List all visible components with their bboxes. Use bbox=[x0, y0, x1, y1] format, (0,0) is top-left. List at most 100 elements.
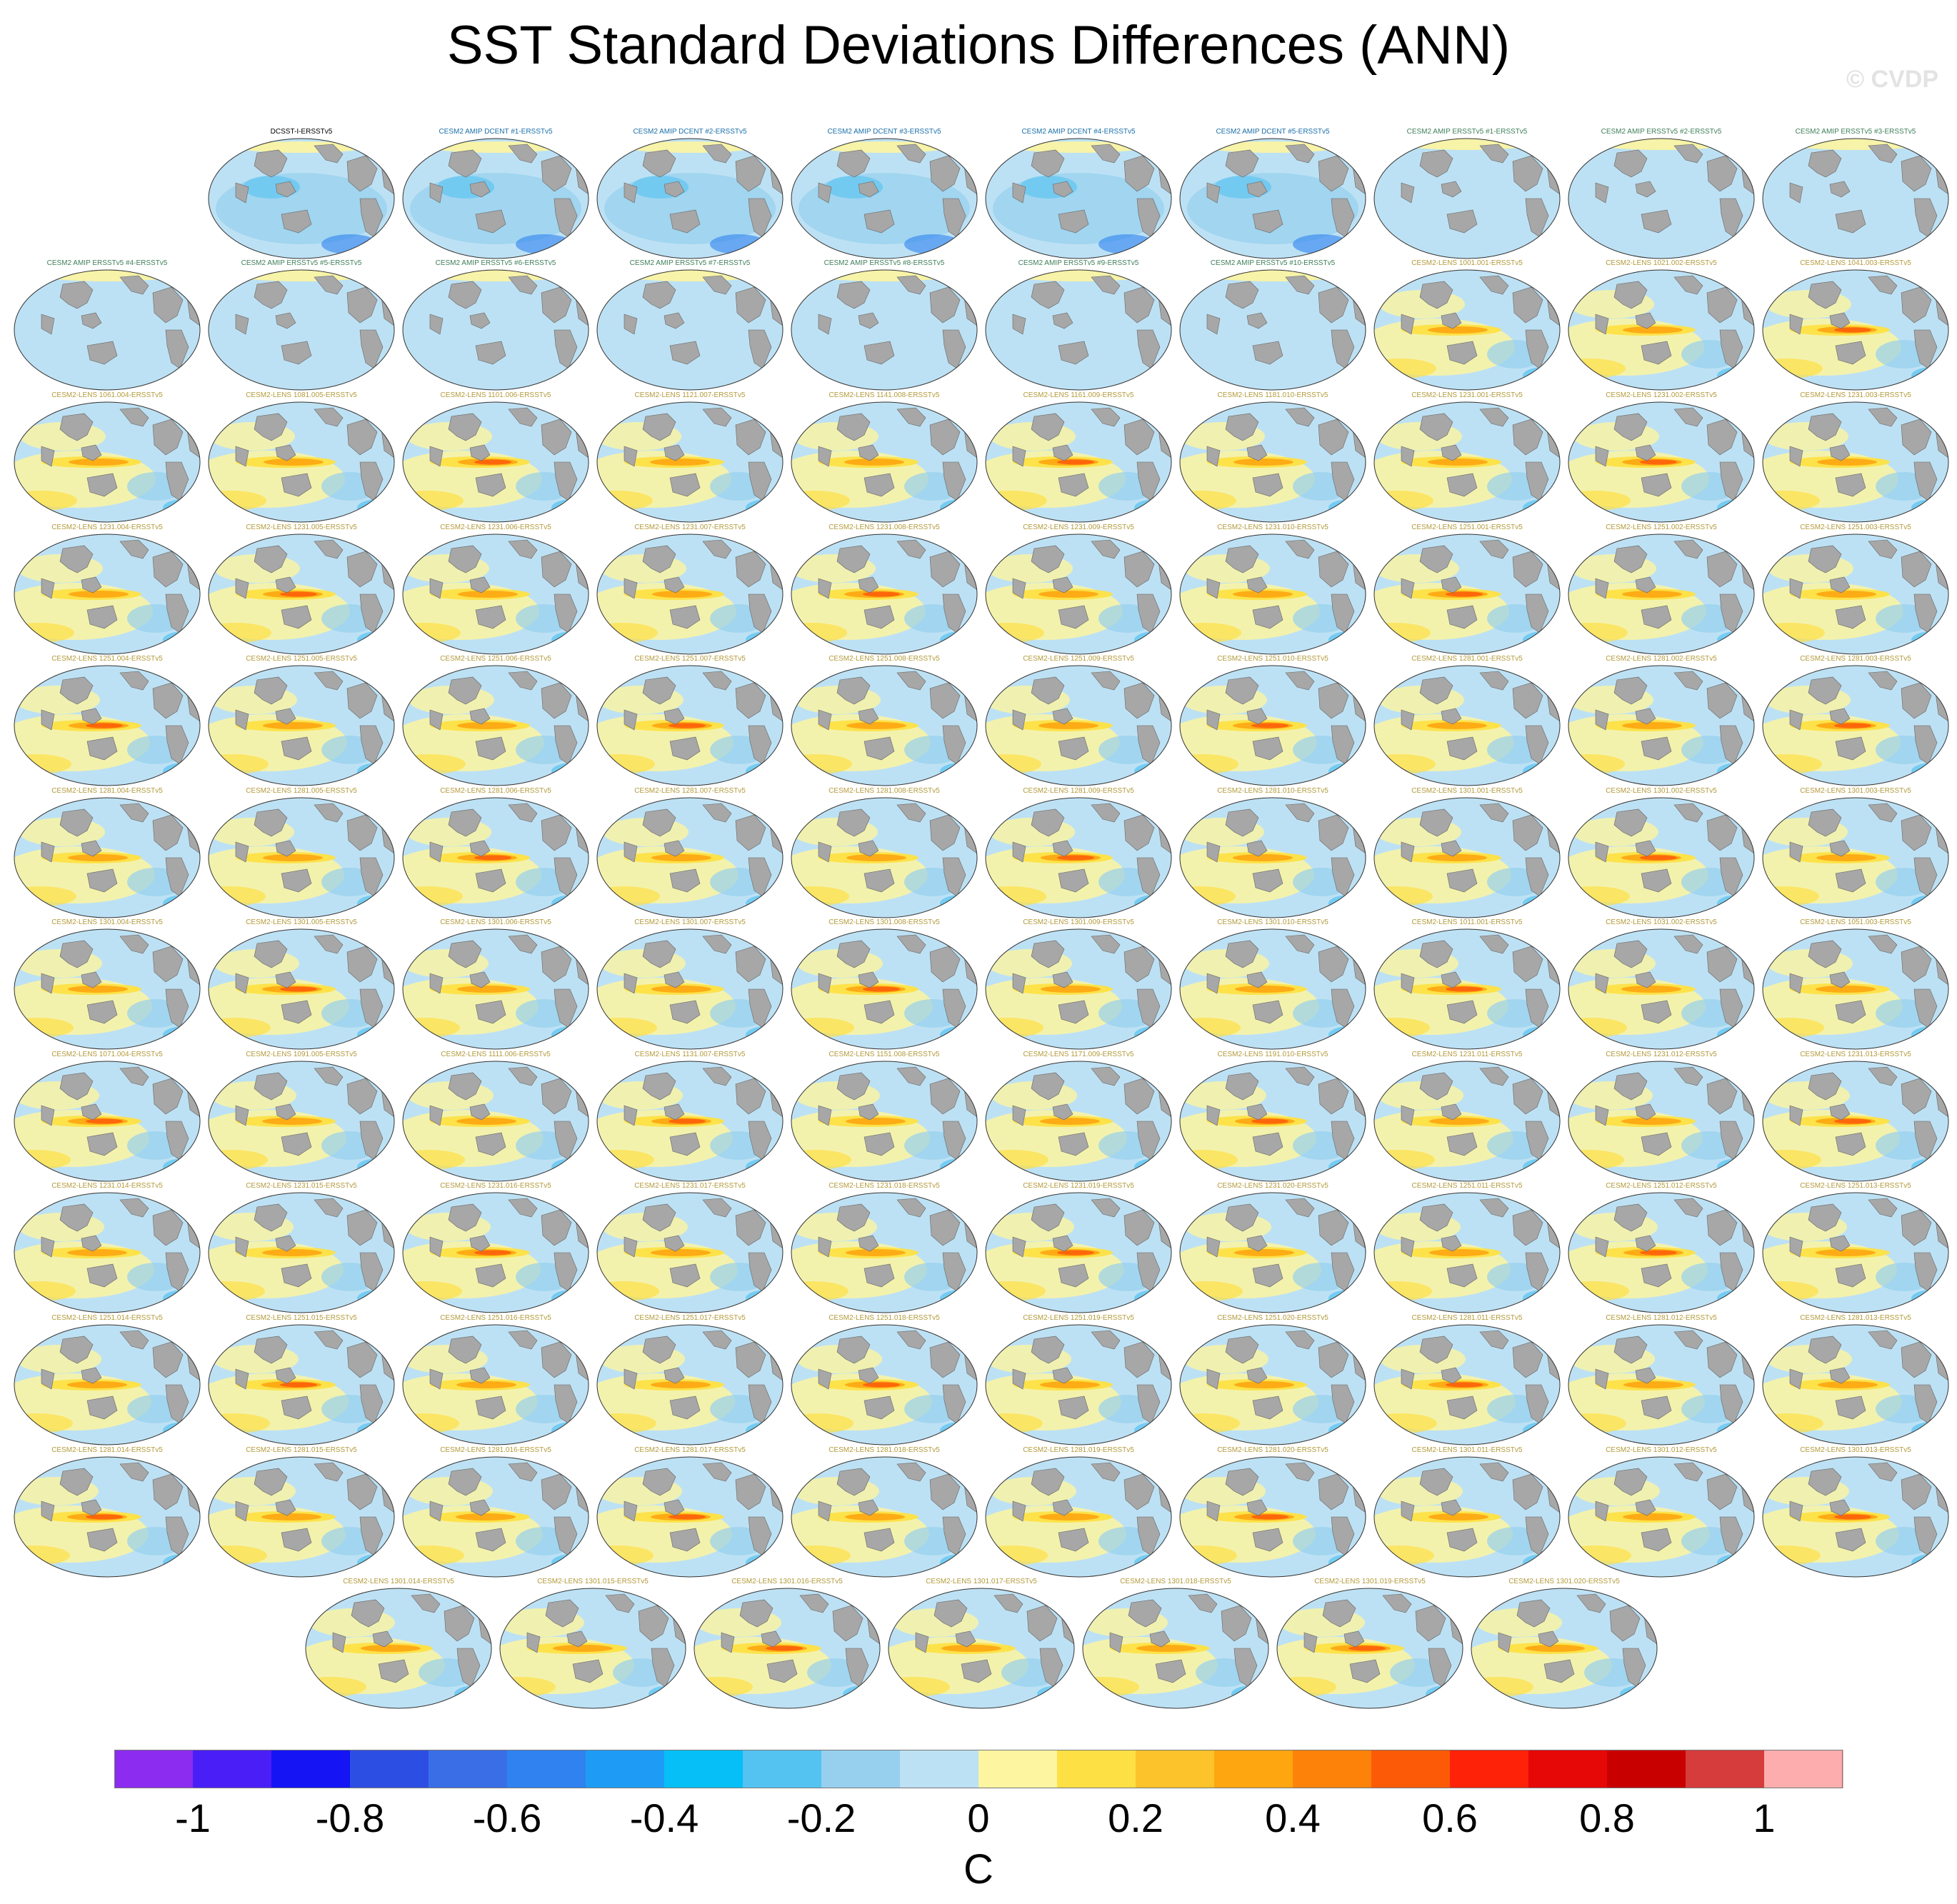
map-panel-label: CESM2 AMIP DCENT #4-ERSSTv5 bbox=[1021, 128, 1136, 136]
map-panel: CESM2-LENS 1131.007-ERSSTv5 bbox=[596, 1050, 784, 1182]
map-panel-label: CESM2-LENS 1281.009-ERSSTv5 bbox=[1023, 787, 1134, 795]
map-panel: CESM2-LENS 1251.019-ERSSTv5 bbox=[984, 1313, 1173, 1445]
map-panel-label: CESM2-LENS 1301.008-ERSSTv5 bbox=[829, 918, 940, 926]
world-map bbox=[596, 533, 784, 655]
world-map bbox=[1373, 138, 1561, 259]
map-panel-label: CESM2-LENS 1301.004-ERSSTv5 bbox=[51, 918, 163, 926]
map-panel-label: CESM2-LENS 1281.016-ERSSTv5 bbox=[440, 1446, 551, 1454]
map-panel: CESM2-LENS 1091.005-ERSSTv5 bbox=[207, 1050, 396, 1182]
map-panel: CESM2-LENS 1231.012-ERSSTv5 bbox=[1567, 1050, 1756, 1182]
map-panel-label: CESM2 AMIP DCENT #2-ERSSTv5 bbox=[633, 128, 747, 136]
world-map bbox=[985, 665, 1172, 786]
world-map bbox=[791, 138, 978, 259]
map-panel: CESM2-LENS 1161.009-ERSSTv5 bbox=[984, 391, 1173, 523]
map-panel-label: CESM2-LENS 1281.007-ERSSTv5 bbox=[634, 787, 746, 795]
map-panel: CESM2-LENS 1301.002-ERSSTv5 bbox=[1567, 786, 1756, 918]
map-panel: CESM2-LENS 1231.013-ERSSTv5 bbox=[1761, 1050, 1950, 1182]
map-panel-label: CESM2-LENS 1231.020-ERSSTv5 bbox=[1217, 1182, 1328, 1190]
world-map bbox=[791, 1456, 978, 1578]
map-panel-label: CESM2-LENS 1301.006-ERSSTv5 bbox=[440, 918, 551, 926]
map-panel-label: CESM2-LENS 1301.010-ERSSTv5 bbox=[1217, 918, 1328, 926]
world-map bbox=[985, 797, 1172, 918]
colorbar-segment bbox=[271, 1750, 351, 1788]
colorbar-tick-label: -0.4 bbox=[629, 1795, 699, 1840]
world-map bbox=[208, 401, 395, 523]
map-panel-label: CESM2-LENS 1281.008-ERSSTv5 bbox=[829, 787, 940, 795]
world-map bbox=[1568, 533, 1755, 655]
map-panel-label: CESM2-LENS 1051.003-ERSSTv5 bbox=[1800, 918, 1911, 926]
world-map bbox=[791, 269, 978, 391]
map-panel-label: CESM2-LENS 1251.006-ERSSTv5 bbox=[440, 655, 551, 663]
map-panel-label: CESM2-LENS 1231.007-ERSSTv5 bbox=[634, 523, 746, 531]
world-map bbox=[1568, 797, 1755, 918]
map-panel: CESM2-LENS 1041.003-ERSSTv5 bbox=[1761, 259, 1950, 391]
world-map bbox=[14, 797, 201, 918]
map-panel-label: CESM2-LENS 1191.010-ERSSTv5 bbox=[1217, 1051, 1328, 1058]
world-map bbox=[14, 665, 201, 786]
map-panel-label: CESM2 AMIP ERSSTv5 #5-ERSSTv5 bbox=[241, 259, 362, 267]
map-panel-label: CESM2-LENS 1231.011-ERSSTv5 bbox=[1411, 1051, 1523, 1058]
map-panel-label: CESM2-LENS 1121.007-ERSSTv5 bbox=[634, 391, 746, 399]
world-map bbox=[1373, 1061, 1561, 1182]
world-map bbox=[791, 533, 978, 655]
colorbar-tick-label: 0.2 bbox=[1108, 1795, 1163, 1840]
world-map bbox=[1762, 1192, 1949, 1313]
world-map bbox=[1568, 1456, 1755, 1578]
colorbar-segment bbox=[743, 1750, 822, 1788]
colorbar-segment bbox=[1293, 1750, 1372, 1788]
map-panel: CESM2 AMIP ERSSTv5 #9-ERSSTv5 bbox=[984, 259, 1173, 391]
map-panel-label: CESM2-LENS 1251.010-ERSSTv5 bbox=[1217, 655, 1328, 663]
map-panel-label: CESM2-LENS 1161.009-ERSSTv5 bbox=[1023, 391, 1134, 399]
world-map bbox=[1568, 138, 1755, 259]
world-map bbox=[985, 138, 1172, 259]
world-map bbox=[1568, 1192, 1755, 1313]
map-panel: CESM2-LENS 1301.011-ERSSTv5 bbox=[1373, 1445, 1561, 1578]
world-map bbox=[1762, 269, 1949, 391]
map-panel-label: CESM2 AMIP ERSSTv5 #10-ERSSTv5 bbox=[1210, 259, 1336, 267]
world-map bbox=[791, 401, 978, 523]
colorbar-tick-label: -1 bbox=[175, 1795, 211, 1840]
world-map bbox=[402, 665, 589, 786]
world-map bbox=[1179, 138, 1366, 259]
world-map bbox=[694, 1588, 881, 1709]
map-panel: CESM2-LENS 1051.003-ERSSTv5 bbox=[1761, 918, 1950, 1050]
map-panel: CESM2-LENS 1071.004-ERSSTv5 bbox=[13, 1050, 201, 1182]
map-panel-label: CESM2-LENS 1231.016-ERSSTv5 bbox=[440, 1182, 551, 1190]
world-map bbox=[402, 269, 589, 391]
map-panel-label: CESM2-LENS 1281.019-ERSSTv5 bbox=[1023, 1446, 1134, 1454]
world-map bbox=[1179, 269, 1366, 391]
world-map bbox=[596, 1456, 784, 1578]
map-panel: CESM2-LENS 1231.002-ERSSTv5 bbox=[1567, 391, 1756, 523]
colorbar-segment bbox=[1057, 1750, 1136, 1788]
world-map bbox=[1471, 1588, 1658, 1709]
world-map bbox=[1762, 665, 1949, 786]
map-panel: CESM2-LENS 1301.014-ERSSTv5 bbox=[304, 1577, 493, 1709]
map-panel-label: CESM2-LENS 1021.002-ERSSTv5 bbox=[1606, 259, 1717, 267]
map-panel: CESM2 AMIP ERSSTv5 #8-ERSSTv5 bbox=[790, 259, 978, 391]
world-map bbox=[402, 797, 589, 918]
map-panel-label: CESM2-LENS 1301.014-ERSSTv5 bbox=[343, 1578, 454, 1585]
map-panel-label: CESM2-LENS 1231.012-ERSSTv5 bbox=[1606, 1051, 1717, 1058]
world-map bbox=[1179, 797, 1366, 918]
world-map bbox=[985, 1061, 1172, 1182]
world-map bbox=[402, 1456, 589, 1578]
world-map bbox=[14, 928, 201, 1050]
map-panel: CESM2-LENS 1021.002-ERSSTv5 bbox=[1567, 259, 1756, 391]
map-panel: CESM2-LENS 1141.008-ERSSTv5 bbox=[790, 391, 978, 523]
map-panel-label: CESM2-LENS 1071.004-ERSSTv5 bbox=[51, 1051, 163, 1058]
world-map bbox=[1373, 928, 1561, 1050]
map-panel: CESM2-LENS 1281.011-ERSSTv5 bbox=[1373, 1313, 1561, 1445]
world-map bbox=[402, 533, 589, 655]
colorbar-tick-label: 0.8 bbox=[1579, 1795, 1635, 1840]
world-map bbox=[596, 1061, 784, 1182]
colorbar-tick-label: -0.8 bbox=[315, 1795, 385, 1840]
world-map bbox=[208, 797, 395, 918]
map-panel-label: CESM2-LENS 1281.002-ERSSTv5 bbox=[1606, 655, 1717, 663]
colorbar-segment bbox=[1371, 1750, 1451, 1788]
map-panel-label: CESM2 AMIP ERSSTv5 #6-ERSSTv5 bbox=[435, 259, 556, 267]
world-map bbox=[985, 928, 1172, 1050]
map-panel: CESM2-LENS 1111.006-ERSSTv5 bbox=[401, 1050, 590, 1182]
map-panel-label: CESM2-LENS 1141.008-ERSSTv5 bbox=[829, 391, 940, 399]
world-map bbox=[1762, 138, 1949, 259]
world-map bbox=[1179, 1192, 1366, 1313]
